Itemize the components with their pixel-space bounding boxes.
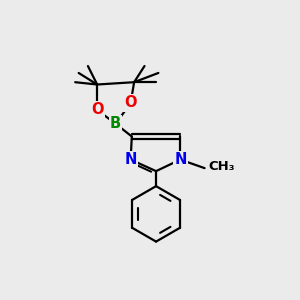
Text: B: B (110, 116, 121, 131)
Text: N: N (174, 152, 187, 167)
Text: N: N (124, 152, 137, 167)
Text: O: O (124, 95, 137, 110)
Text: O: O (91, 102, 103, 117)
Text: CH₃: CH₃ (209, 160, 235, 173)
